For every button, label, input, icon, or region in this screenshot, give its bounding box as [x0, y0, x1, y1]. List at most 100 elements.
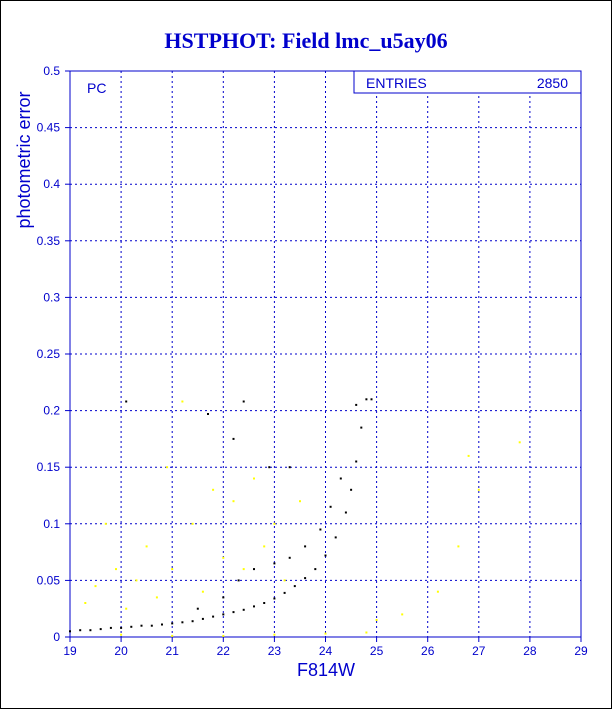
x-tick-label: 29	[574, 644, 588, 658]
data-point	[232, 500, 235, 503]
data-point	[299, 500, 301, 503]
x-tick-label: 28	[523, 644, 537, 658]
y-tick-labels: 0 0.05 0.1 0.15 0.2 0.25 0.3 0.35 0.4 0.45 0.5	[37, 64, 70, 644]
data-point	[212, 488, 215, 491]
x-tick-labels: 19 20 21 22 23 24 25 26 27 28 29	[63, 637, 588, 658]
data-point	[171, 634, 174, 637]
data-point	[242, 400, 245, 403]
data-point	[334, 536, 337, 539]
grid	[70, 71, 581, 637]
data-point	[477, 488, 480, 491]
data-point	[375, 619, 378, 621]
data-point	[120, 626, 123, 629]
data-point	[94, 585, 97, 588]
y-tick-label: 0.15	[37, 460, 61, 474]
stats-entries-value: 2850	[537, 75, 568, 91]
data-point	[370, 398, 373, 401]
data-point	[288, 466, 291, 469]
data-point	[273, 633, 276, 636]
data-point	[304, 545, 307, 548]
data-point	[283, 591, 286, 594]
data-point	[232, 437, 235, 440]
stats-entries-label: ENTRIES	[366, 75, 427, 91]
data-point	[319, 528, 322, 531]
data-point	[196, 607, 199, 610]
data-point	[125, 607, 128, 610]
y-tick-label: 0.4	[43, 177, 60, 191]
y-tick-label: 0.1	[43, 517, 60, 531]
data-point	[69, 630, 71, 633]
data-point	[242, 568, 245, 571]
data-point	[350, 488, 353, 491]
data-point	[166, 466, 169, 469]
data-point	[304, 577, 307, 580]
data-point	[222, 596, 225, 599]
chart-title: HSTPHOT: Field lmc_u5ay06	[164, 28, 447, 53]
data-point	[355, 460, 358, 463]
x-tick-label: 25	[370, 644, 384, 658]
data-point	[104, 522, 107, 525]
data-point	[145, 545, 148, 548]
pc-annotation: PC	[87, 80, 106, 96]
data-point	[212, 615, 215, 618]
data-point	[232, 611, 235, 614]
x-tick-label: 22	[217, 644, 231, 658]
data-point	[344, 511, 347, 514]
data-point	[263, 545, 266, 548]
x-axis-label: F814W	[297, 660, 355, 680]
data-point	[365, 631, 368, 634]
data-point	[314, 568, 317, 571]
data-point	[365, 398, 368, 401]
x-tick-label: 26	[421, 644, 435, 658]
data-point	[324, 554, 327, 557]
data-points	[69, 398, 521, 637]
x-tick-label: 21	[166, 644, 180, 658]
y-tick-label: 0	[53, 630, 60, 644]
y-tick-label: 0.45	[37, 121, 61, 135]
data-point	[467, 454, 470, 457]
data-point	[329, 505, 332, 508]
data-point	[339, 477, 342, 480]
data-point	[201, 590, 204, 593]
data-point	[273, 597, 276, 600]
data-point	[181, 621, 184, 624]
data-point	[324, 632, 327, 635]
data-point	[518, 441, 521, 444]
x-tick-label: 27	[472, 644, 486, 658]
data-point	[171, 568, 174, 571]
y-axis-label: photometric error	[14, 91, 34, 228]
data-point	[222, 613, 225, 616]
data-point	[222, 634, 225, 637]
stats-box	[353, 70, 582, 94]
data-point	[84, 602, 87, 604]
data-point	[115, 568, 117, 571]
data-point	[135, 579, 138, 582]
x-tick-label: 24	[319, 644, 333, 658]
data-point	[125, 400, 128, 403]
data-point	[237, 579, 240, 582]
data-point	[273, 562, 276, 565]
data-point	[150, 624, 153, 627]
data-point	[222, 556, 225, 559]
x-tick-label: 20	[114, 644, 128, 658]
data-point	[242, 608, 245, 611]
data-point	[273, 522, 276, 525]
data-point	[355, 403, 358, 406]
data-point	[191, 620, 194, 623]
x-tick-label: 19	[63, 644, 77, 658]
y-tick-label: 0.3	[43, 290, 60, 304]
data-point	[253, 568, 255, 571]
y-tick-label: 0.2	[43, 404, 60, 418]
data-point	[191, 522, 194, 525]
data-point	[120, 633, 123, 636]
data-point	[89, 629, 92, 632]
data-point	[253, 477, 255, 480]
data-point	[181, 400, 184, 403]
data-point	[293, 585, 296, 588]
y-tick-label: 0.05	[37, 573, 61, 587]
data-point	[140, 624, 143, 627]
data-point	[109, 626, 112, 629]
y-tick-label: 0.25	[37, 347, 61, 361]
data-point	[288, 556, 291, 559]
